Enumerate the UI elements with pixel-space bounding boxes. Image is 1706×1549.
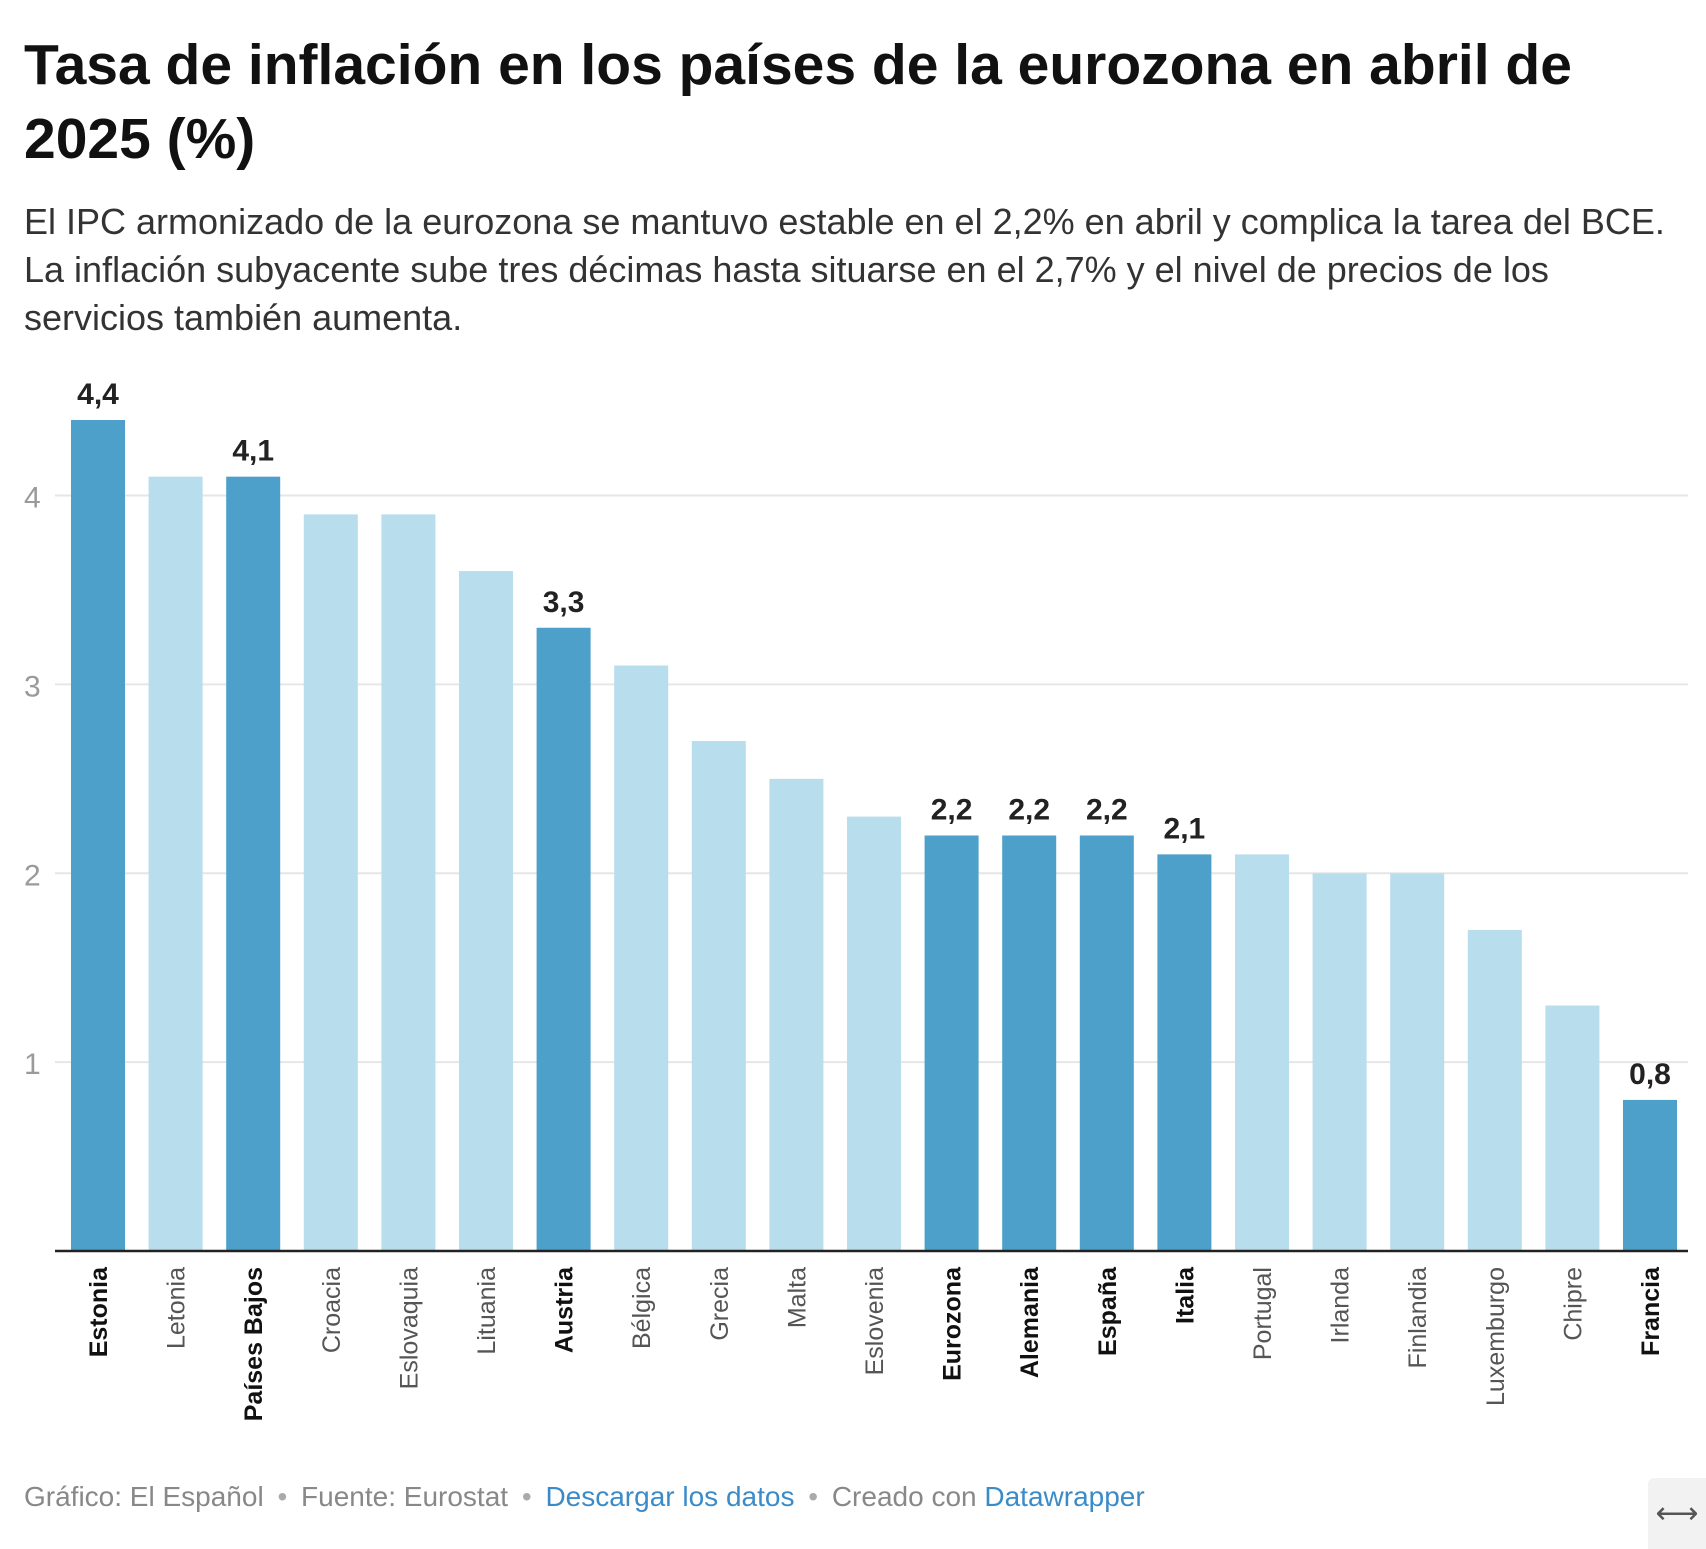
data-label: 3,3 [543, 586, 585, 619]
bar-chart: 4,4 4,1 3,3 2,2 2,2 2,2 2,1 0,8 1 2 3 4 Estonia Let… [24, 378, 1688, 1421]
bar [1545, 1005, 1600, 1251]
bar [148, 476, 203, 1252]
bar [1079, 835, 1134, 1251]
category-label: Malta [783, 1267, 811, 1328]
data-label: 2,2 [931, 794, 973, 827]
bar [769, 778, 824, 1251]
chart-title: Tasa de inflación en los países de la eu… [24, 33, 1572, 171]
bar [924, 835, 979, 1251]
expand-horizontal-icon[interactable]: ⟷ [1648, 1478, 1706, 1549]
data-labels: 4,4 4,1 3,3 2,2 2,2 2,2 2,1 0,8 [77, 378, 1671, 1091]
data-label: 4,4 [77, 378, 119, 411]
bar [1390, 873, 1445, 1251]
bar [1623, 1099, 1677, 1251]
category-label: Portugal [1249, 1267, 1277, 1360]
y-tick-label: 1 [24, 1048, 41, 1081]
category-label: Austria [551, 1266, 579, 1353]
footer-source: Fuente: Eurostat [301, 1481, 509, 1512]
footer-created-with: Creado con [831, 1481, 977, 1512]
bar [1235, 854, 1289, 1251]
bar [459, 571, 513, 1251]
x-axis-categories: Estonia Letonia Países Bajos Croacia Eslovaq… [85, 1266, 1665, 1421]
category-label: Finlandia [1404, 1267, 1432, 1369]
data-label: 2,2 [1086, 794, 1128, 827]
data-label: 2,2 [1008, 794, 1050, 827]
footer-credit: Gráfico: El Español [24, 1481, 264, 1512]
bar [847, 816, 901, 1251]
bar [691, 741, 746, 1251]
category-label: Luxemburgo [1482, 1267, 1510, 1406]
category-label: Eslovaquia [395, 1267, 423, 1389]
bars [55, 420, 1688, 1253]
datawrapper-link[interactable]: Datawrapper [984, 1481, 1145, 1512]
category-label: Irlanda [1327, 1267, 1355, 1344]
footer-separator: • [521, 1481, 532, 1512]
category-label: Lituania [473, 1267, 501, 1355]
bar [226, 476, 281, 1252]
bar [71, 420, 125, 1251]
download-data-link[interactable]: Descargar los datos [545, 1481, 795, 1512]
category-label: España [1094, 1266, 1122, 1356]
bar [381, 514, 436, 1251]
y-axis-ticks: 1 2 3 4 [24, 482, 41, 1082]
bar [1002, 835, 1057, 1251]
y-tick-label: 2 [24, 859, 41, 892]
footer-separator: • [808, 1481, 819, 1512]
category-label: Bélgica [628, 1267, 656, 1349]
category-label: Eslovenia [861, 1267, 889, 1375]
bar [1157, 854, 1212, 1251]
category-label: Estonia [85, 1266, 113, 1357]
bar [614, 665, 669, 1251]
category-label: Países Bajos [240, 1267, 268, 1421]
footer-separator: • [277, 1481, 288, 1512]
chart-subtitle: El IPC armonizado de la eurozona se mant… [24, 201, 1665, 338]
category-label: Eurozona [939, 1266, 967, 1381]
category-label: Grecia [706, 1267, 734, 1341]
chart-footer: Gráfico: El Español • Fuente: Eurostat •… [24, 1481, 1145, 1513]
y-tick-label: 4 [24, 482, 41, 515]
category-label: Italia [1171, 1266, 1199, 1324]
category-label: Chipre [1559, 1267, 1587, 1341]
category-label: Alemania [1016, 1266, 1044, 1378]
bar [303, 514, 358, 1251]
data-label: 4,1 [232, 435, 274, 468]
bar [1312, 873, 1367, 1251]
bar [536, 627, 591, 1251]
data-label: 0,8 [1629, 1058, 1671, 1091]
category-label: Croacia [318, 1267, 346, 1353]
category-label: Francia [1637, 1266, 1665, 1356]
y-tick-label: 3 [24, 670, 41, 703]
data-label: 2,1 [1164, 812, 1206, 845]
bar [1467, 929, 1522, 1251]
category-label: Letonia [163, 1267, 191, 1349]
